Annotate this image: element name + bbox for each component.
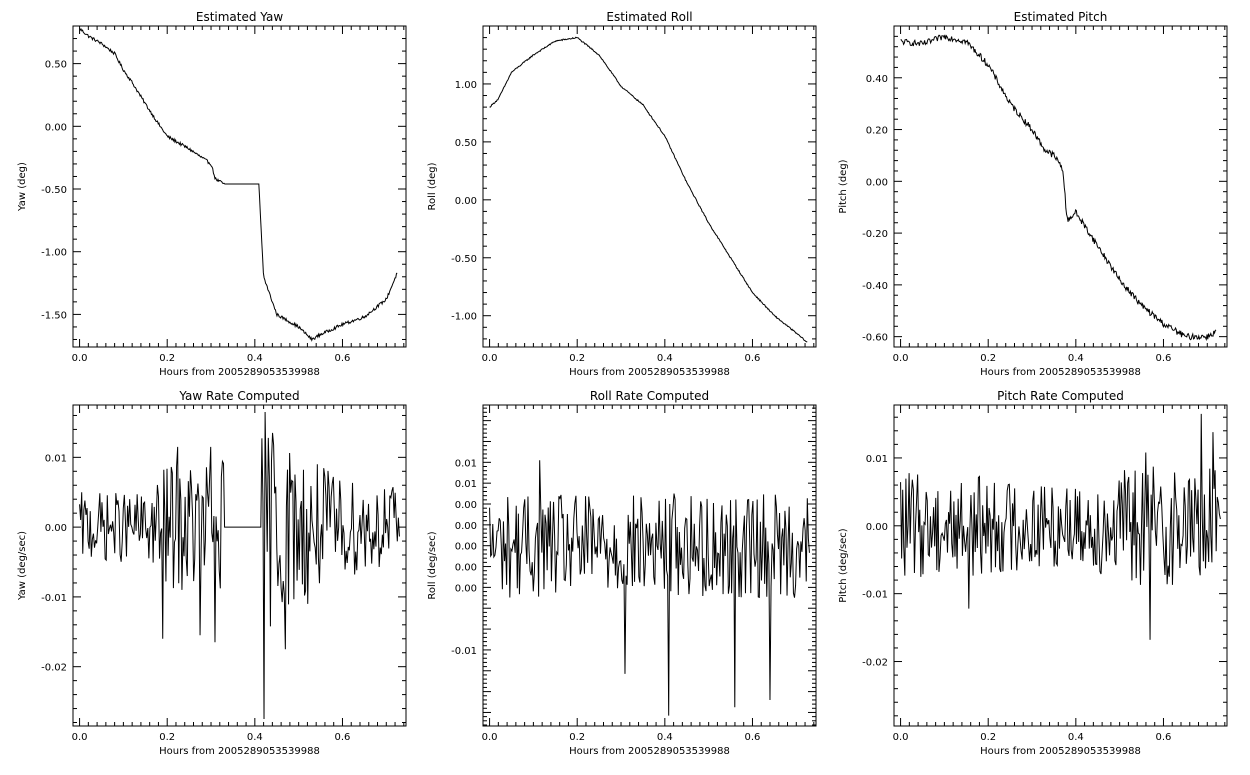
x-tick-label: 0.6 [1156,732,1172,743]
y-tick-label: -0.01 [451,646,477,657]
x-tick-label: 0.0 [893,732,909,743]
chart-title: Estimated Pitch [1014,10,1108,24]
y-tick-label: 0.00 [455,583,477,594]
x-tick-label: 0.4 [247,732,263,743]
panel-1: Estimated Yaw Hours from 2005289053539988… [17,10,407,378]
y-tick-label: 0.00 [455,542,477,553]
y-tick-label: 0.00 [455,563,477,574]
x-axis-label: Hours from 2005289053539988 [159,746,320,757]
x-tick-label: 0.6 [1156,353,1172,364]
y-tick-label: 1.00 [455,80,477,91]
panel-6: Pitch Rate Computed Hours from 2005289053… [838,389,1228,757]
x-tick-label: 0.0 [482,732,498,743]
y-tick-label: -1.00 [451,312,477,323]
y-axis-label: Yaw (deg/sec) [17,531,28,601]
y-axis-label: Roll (deg) [427,162,438,210]
x-tick-label: 0.0 [72,732,88,743]
x-tick-label: 0.2 [980,732,996,743]
y-axis-label: Pitch (deg) [838,159,849,213]
x-tick-label: 0.4 [1068,732,1084,743]
x-tick-label: 0.2 [159,732,175,743]
y-tick-label: -0.40 [862,281,888,292]
y-tick-label: 0.40 [866,74,888,85]
x-axis-label: Hours from 2005289053539988 [980,367,1141,378]
x-tick-label: 0.2 [159,353,175,364]
x-tick-label: 0.4 [247,353,263,364]
y-tick-label: 0.00 [455,196,477,207]
y-tick-label: 0.50 [45,60,67,71]
y-tick-label: -0.02 [862,658,888,669]
panel-5: Roll Rate Computed Hours from 20052890535… [427,389,817,757]
y-tick-label: 0.00 [866,522,888,533]
y-axis-label: Roll (deg/sec) [427,531,438,599]
panel-4: Yaw Rate Computed Hours from 200528905353… [17,389,407,757]
x-axis-label: Hours from 2005289053539988 [159,367,320,378]
x-axis-label: Hours from 2005289053539988 [569,367,730,378]
y-tick-label: 0.01 [866,454,888,465]
x-tick-label: 0.0 [482,353,498,364]
y-axis-label: Pitch (deg/sec) [838,528,849,603]
y-tick-label: -0.01 [862,590,888,601]
y-tick-label: -0.50 [451,254,477,265]
x-tick-label: 0.4 [1068,353,1084,364]
y-tick-label: 0.01 [45,453,67,464]
chart-title: Yaw Rate Computed [178,389,299,403]
y-tick-label: 0.50 [455,138,477,149]
panel-3: Estimated Pitch Hours from 20052890535399… [838,10,1228,378]
series-line [79,27,398,342]
x-tick-label: 0.6 [335,353,351,364]
x-tick-label: 0.2 [980,353,996,364]
y-tick-label: 0.00 [866,177,888,188]
x-tick-label: 0.0 [72,353,88,364]
y-tick-label: 0.01 [455,479,477,490]
x-tick-label: 0.4 [657,732,673,743]
chart-title: Roll Rate Computed [590,389,709,403]
x-tick-label: 0.6 [335,732,351,743]
x-axis-label: Hours from 2005289053539988 [569,746,730,757]
y-tick-label: -0.60 [862,333,888,344]
chart-title: Estimated Roll [606,10,692,24]
y-tick-label: 0.00 [455,521,477,532]
series-line [489,460,810,716]
chart-title: Estimated Yaw [196,10,283,24]
plot-frame [72,404,407,727]
x-tick-label: 0.2 [569,353,585,364]
plot-frame [893,25,1228,348]
y-tick-label: -0.20 [862,229,888,240]
series-line [900,34,1217,342]
y-tick-label: -0.02 [41,663,67,674]
y-tick-label: 0.20 [866,126,888,137]
x-tick-label: 0.2 [569,732,585,743]
x-tick-label: 0.6 [745,353,761,364]
series-line [489,36,808,343]
y-tick-label: 0.00 [455,500,477,511]
plot-frame [482,25,817,348]
plot-frame [893,404,1228,727]
y-tick-label: -0.50 [41,185,67,196]
x-tick-label: 0.4 [657,353,673,364]
x-tick-label: 0.6 [745,732,761,743]
plot-frame [482,404,817,727]
plot-frame [72,25,407,348]
x-axis-label: Hours from 2005289053539988 [980,746,1141,757]
y-tick-label: -1.00 [41,248,67,259]
y-tick-label: -1.50 [41,310,67,321]
y-tick-label: -0.01 [41,593,67,604]
series-line [79,411,400,720]
x-tick-label: 0.0 [893,353,909,364]
series-line [900,413,1221,640]
panel-2: Estimated Roll Hours from 200528905353998… [427,10,817,378]
y-axis-label: Yaw (deg) [17,162,28,212]
y-tick-label: 0.00 [45,523,67,534]
y-tick-label: 0.01 [455,458,477,469]
chart-title: Pitch Rate Computed [997,389,1124,403]
y-tick-label: 0.00 [45,122,67,133]
